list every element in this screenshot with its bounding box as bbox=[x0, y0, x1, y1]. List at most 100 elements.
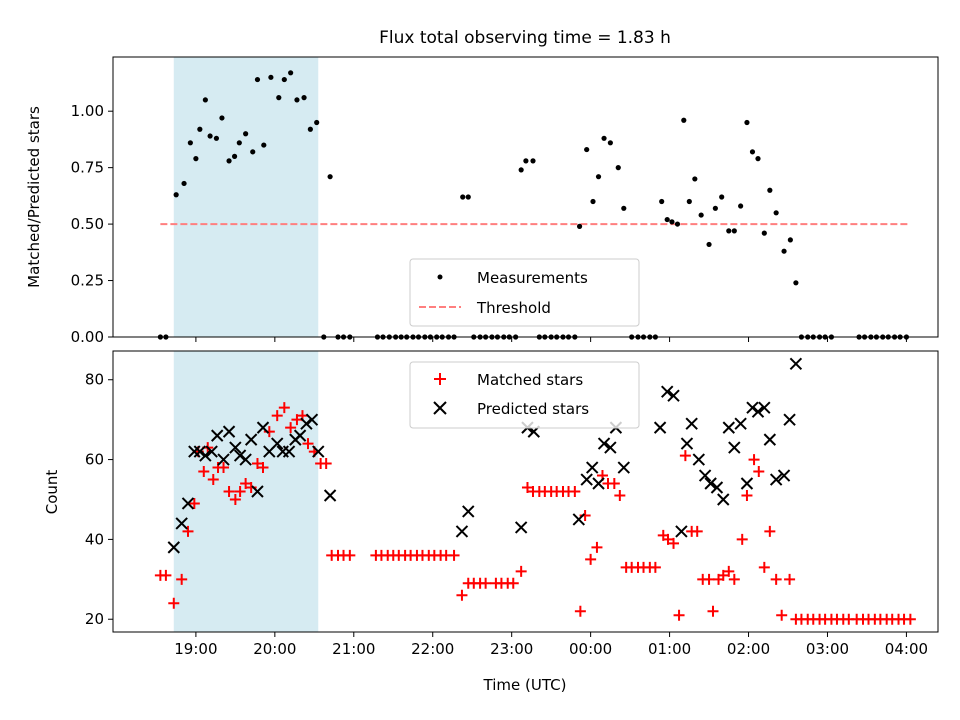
predicted-stars-point bbox=[604, 441, 617, 454]
predicted-stars-point bbox=[758, 401, 771, 414]
measurement-point bbox=[301, 95, 307, 101]
y-tick-label: 0.25 bbox=[71, 272, 104, 290]
matched-stars-point bbox=[223, 486, 235, 497]
legend-label-predicted-stars: Predicted stars bbox=[477, 400, 589, 418]
bottom-x-ticks: 19:00 20:00 21:00 22:00 23:00 00:00 01:00 02:00… bbox=[174, 632, 928, 658]
predicted-stars-point bbox=[455, 525, 469, 538]
bottom-panel: 20 40 60 80 19:00 20:00 21:00 22:00 23:00 00:00 0… bbox=[43, 350, 939, 694]
predicted-stars-point bbox=[586, 461, 599, 474]
measurement-point bbox=[607, 140, 613, 146]
matched-stars-point bbox=[673, 609, 685, 621]
matched-stars-point bbox=[515, 565, 527, 577]
matched-stars-point bbox=[679, 450, 691, 462]
matched-stars-point bbox=[608, 478, 620, 490]
measurement-point bbox=[601, 135, 607, 141]
matched-stars-point bbox=[662, 533, 674, 545]
y-tick-label: 40 bbox=[85, 530, 104, 548]
predicted-stars-point bbox=[514, 521, 528, 534]
measurement-point bbox=[523, 158, 529, 164]
measurement-point bbox=[731, 228, 737, 234]
predicted-stars-point bbox=[205, 445, 218, 458]
matched-stars-point bbox=[521, 482, 533, 494]
measurement-point bbox=[250, 149, 256, 155]
matched-stars-point bbox=[448, 549, 460, 561]
legend-label-measurements: Measurements bbox=[477, 269, 588, 287]
measurement-point bbox=[787, 237, 793, 243]
top-x-ticks bbox=[195, 337, 907, 342]
matched-stars-point bbox=[176, 573, 188, 585]
measurement-point bbox=[288, 70, 294, 76]
measurement-point bbox=[781, 248, 787, 254]
bottom-legend: Matched stars Predicted stars bbox=[409, 361, 640, 429]
predicted-stars-point bbox=[167, 541, 180, 554]
measurement-point bbox=[219, 115, 225, 121]
matched-stars-point bbox=[271, 410, 283, 422]
predicted-stars-point bbox=[462, 505, 475, 518]
measurement-point bbox=[615, 165, 621, 171]
measurement-point bbox=[726, 228, 732, 234]
predicted-stars-point bbox=[653, 421, 667, 434]
matched-stars-point bbox=[784, 573, 796, 585]
predicted-stars-point bbox=[698, 469, 712, 482]
matched-stars-point bbox=[753, 466, 765, 478]
predicted-stars-point bbox=[199, 449, 212, 462]
y-tick-label: 20 bbox=[85, 610, 104, 628]
measurement-point bbox=[231, 153, 238, 159]
predicted-stars-point bbox=[667, 389, 680, 402]
measurement-point bbox=[686, 198, 692, 205]
measurement-point bbox=[307, 126, 313, 132]
x-axis-label: Time (UTC) bbox=[483, 676, 567, 694]
matched-stars-point bbox=[160, 569, 172, 581]
predicted-stars-point bbox=[312, 445, 325, 458]
x-tick-label: 01:00 bbox=[648, 640, 691, 658]
predicted-stars-point bbox=[193, 445, 207, 458]
predicted-stars-point bbox=[239, 453, 252, 466]
chart-title: Flux total observing time = 1.83 h bbox=[379, 28, 671, 48]
matched-stars-point bbox=[240, 478, 252, 490]
matched-stars-point bbox=[717, 569, 729, 581]
measurement-point bbox=[674, 221, 681, 227]
measurement-point bbox=[187, 140, 193, 146]
x-tick-label: 00:00 bbox=[569, 640, 612, 658]
matched-stars-point bbox=[585, 553, 597, 565]
predicted-stars-point bbox=[580, 473, 593, 486]
matched-stars-point bbox=[707, 605, 719, 617]
predicted-stars-point bbox=[617, 461, 630, 474]
matched-stars-point bbox=[776, 609, 788, 621]
x-tick-label: 02:00 bbox=[727, 640, 770, 658]
predicted-stars-point bbox=[746, 401, 759, 414]
measurement-point bbox=[173, 192, 179, 198]
x-tick-label: 22:00 bbox=[411, 640, 454, 658]
legend-label-threshold: Threshold bbox=[476, 299, 551, 317]
measurement-point bbox=[460, 194, 466, 200]
x-tick-label: 23:00 bbox=[490, 640, 533, 658]
predicted-stars-point bbox=[293, 429, 307, 442]
matched-stars-point bbox=[741, 489, 753, 501]
matched-stars-point bbox=[649, 561, 661, 573]
predicted-stars-point bbox=[256, 421, 270, 434]
bottom-y-axis-label: Count bbox=[43, 470, 61, 515]
measurement-point bbox=[738, 203, 744, 209]
predicted-stars-point bbox=[572, 513, 585, 526]
measurement-point bbox=[767, 187, 773, 193]
matched-stars-point bbox=[251, 458, 263, 470]
measurement-point bbox=[294, 97, 300, 103]
measurement-point bbox=[181, 180, 187, 187]
predicted-stars-point bbox=[740, 477, 754, 490]
matched-stars-point bbox=[904, 613, 916, 625]
predicted-stars-point bbox=[722, 421, 735, 434]
predicted-stars-point bbox=[783, 413, 796, 426]
matched-stars-point bbox=[218, 462, 230, 474]
top-legend-box bbox=[409, 258, 640, 327]
measurement-point bbox=[576, 223, 583, 229]
measurement-point bbox=[590, 198, 596, 205]
bottom-plot-marks bbox=[154, 357, 916, 625]
matched-stars-point bbox=[234, 486, 246, 497]
measurement-point bbox=[595, 174, 602, 180]
measurement-point bbox=[692, 176, 698, 182]
matched-stars-point bbox=[302, 438, 314, 450]
predicted-stars-point bbox=[704, 477, 717, 490]
y-tick-label: 0.00 bbox=[71, 328, 104, 346]
matched-stars-point bbox=[168, 597, 180, 609]
